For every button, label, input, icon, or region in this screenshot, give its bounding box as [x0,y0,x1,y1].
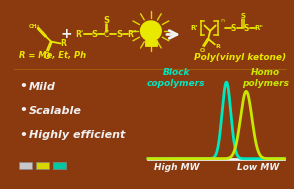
Bar [53,162,66,169]
Text: Poly(vinyl ketone): Poly(vinyl ketone) [194,53,286,62]
Text: S: S [116,30,122,39]
Text: O: O [43,52,50,60]
Text: •: • [19,80,27,93]
Text: R": R" [127,30,137,39]
Bar [36,162,49,169]
Text: S: S [231,24,236,33]
Text: S: S [243,24,248,33]
Text: n: n [220,18,224,22]
Text: Highly efficient: Highly efficient [29,130,125,140]
Text: High MW: High MW [153,163,199,172]
Text: O: O [200,48,205,53]
Text: R: R [215,44,220,49]
Text: Block
copolymers: Block copolymers [147,68,206,88]
Text: CH₂: CH₂ [29,24,40,29]
Text: R = Me, Et, Ph: R = Me, Et, Ph [19,51,86,60]
Text: Mild: Mild [29,82,56,92]
Text: +: + [61,27,72,41]
Text: C: C [104,30,109,39]
Text: Low MW: Low MW [237,163,279,172]
Text: Homo
polymers: Homo polymers [242,68,289,88]
Text: S: S [240,13,245,19]
Text: S: S [91,30,98,39]
Text: Scalable: Scalable [29,106,81,116]
Bar [19,162,32,169]
Text: R': R' [191,25,198,31]
Text: R": R" [255,25,263,31]
Text: •: • [19,129,27,142]
Text: R': R' [75,30,83,39]
Circle shape [141,21,161,41]
Text: R: R [61,39,66,48]
Text: •: • [19,105,27,118]
Text: S: S [104,15,110,25]
